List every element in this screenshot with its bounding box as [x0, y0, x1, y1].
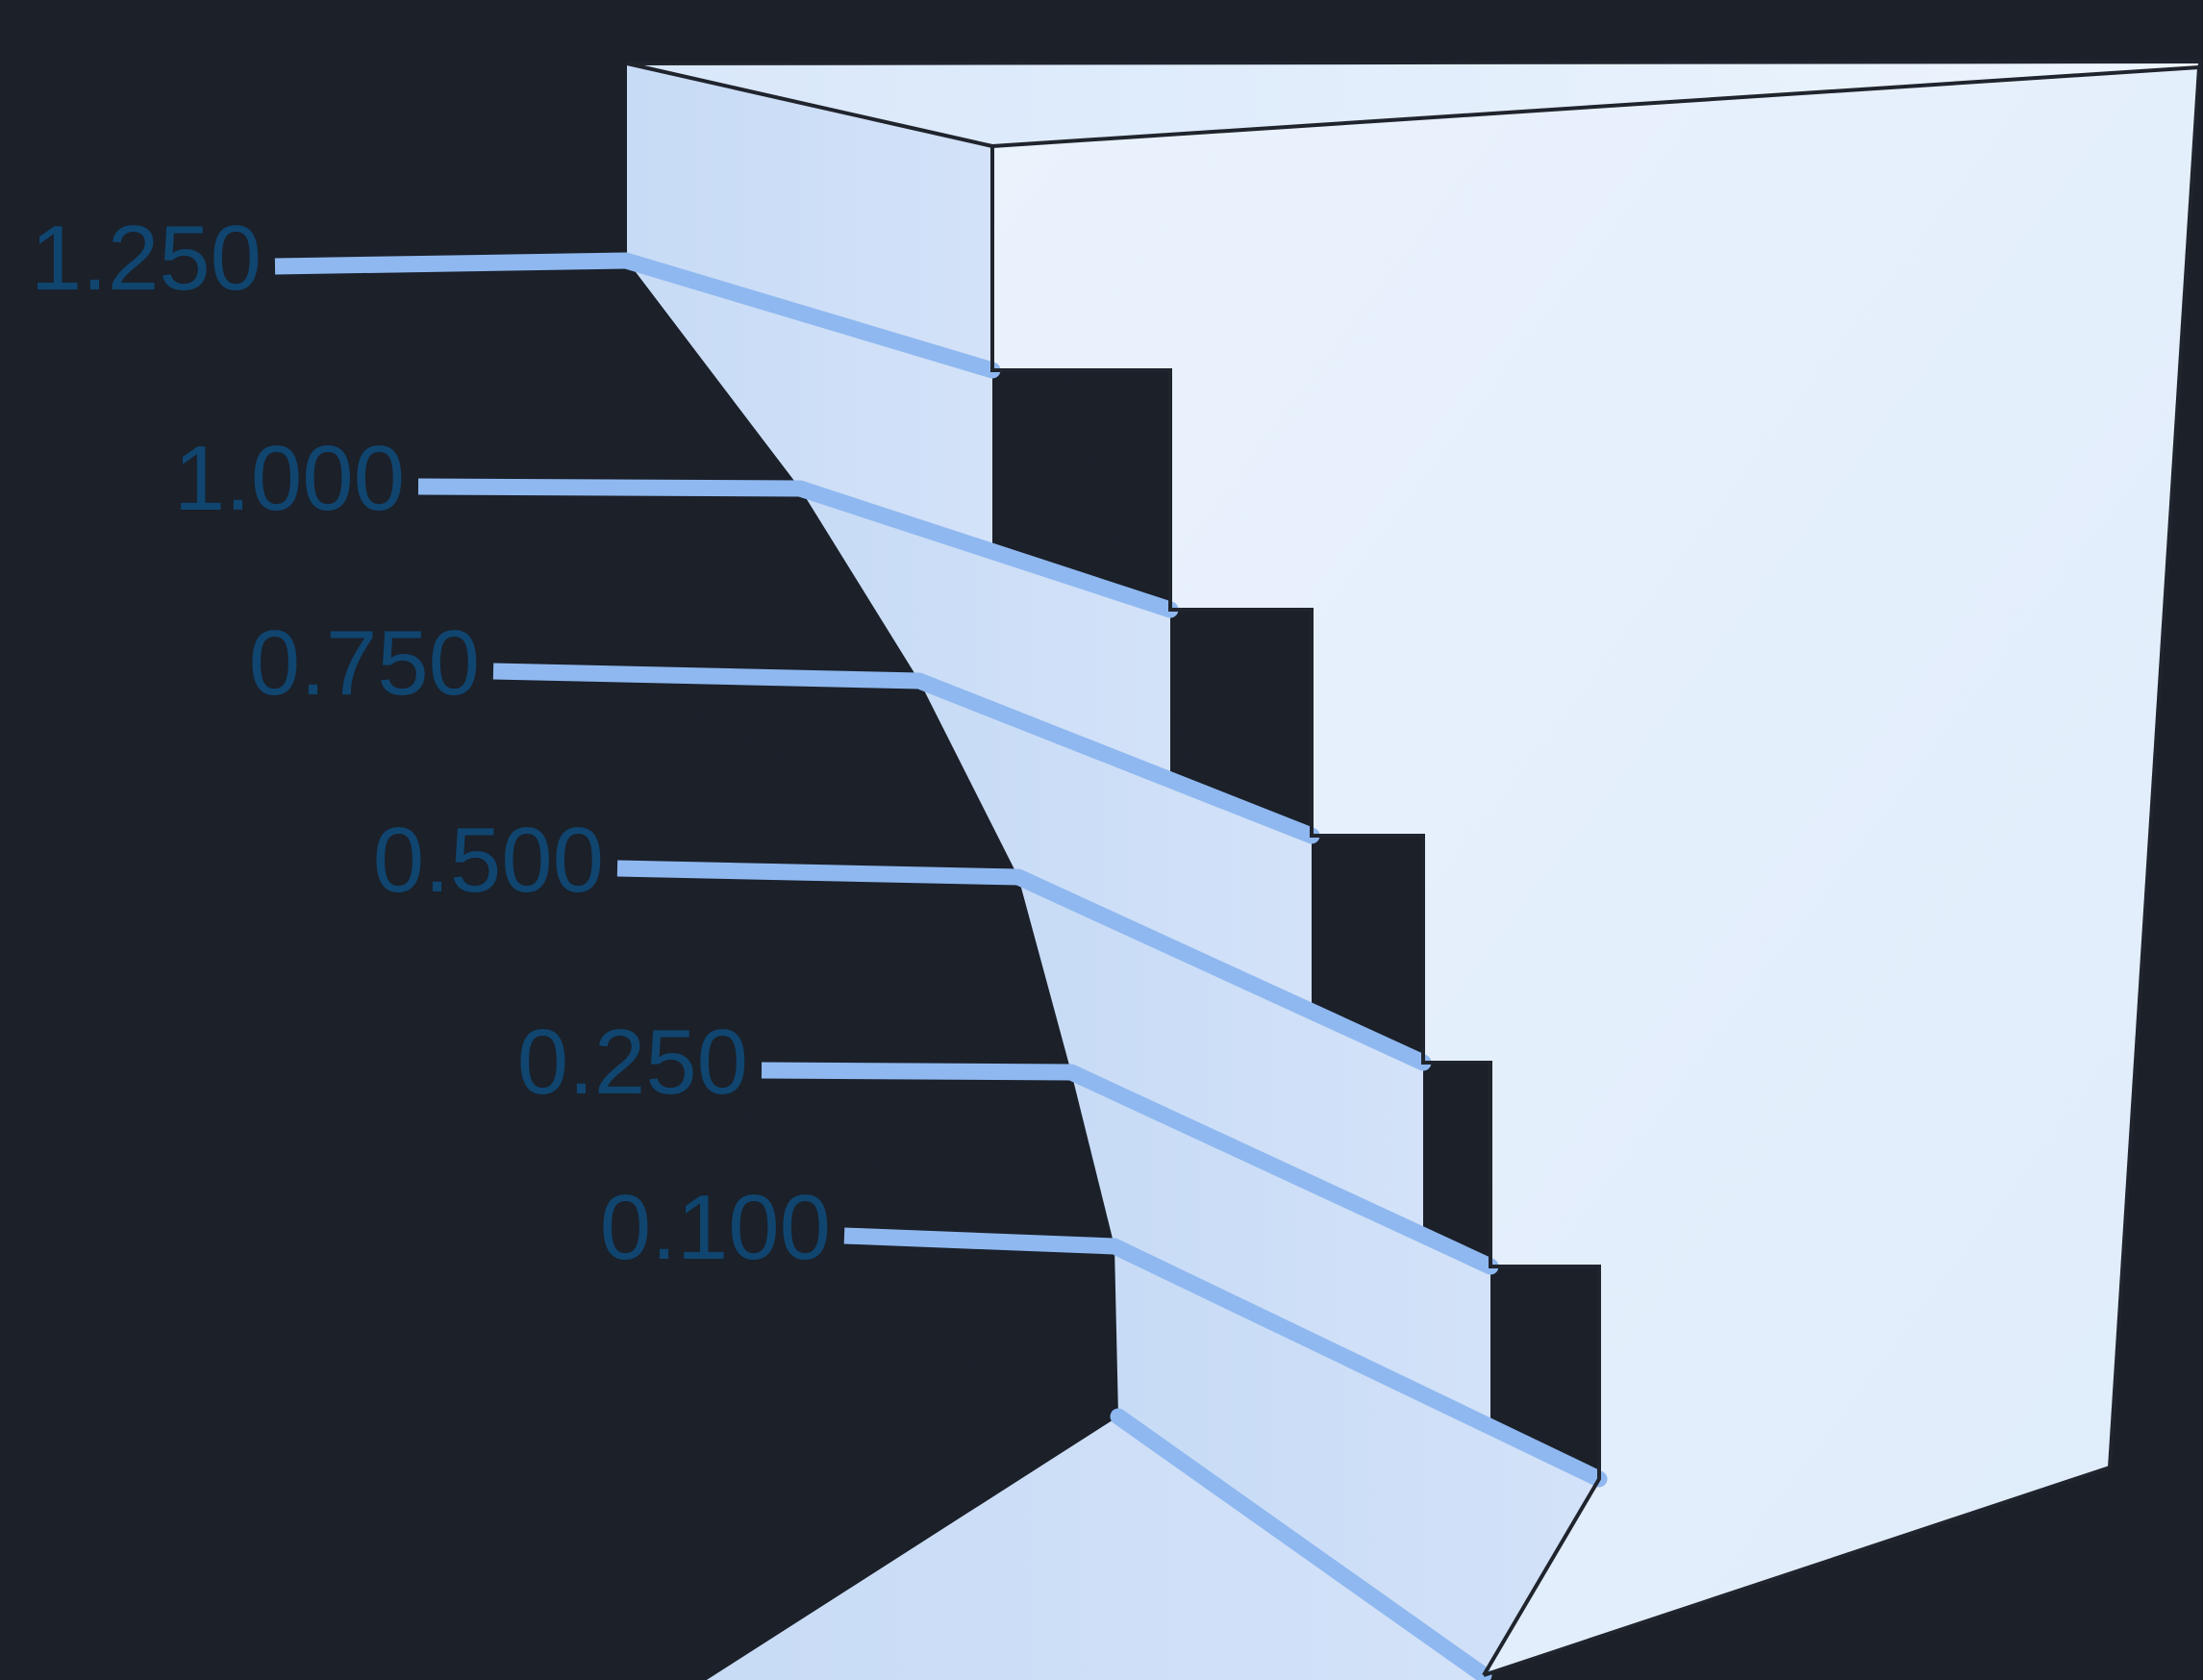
svg-text:0.250: 0.250	[517, 1011, 748, 1114]
svg-text:1.000: 1.000	[174, 427, 405, 530]
svg-text:1.250: 1.250	[31, 207, 262, 310]
svg-text:0.100: 0.100	[600, 1176, 831, 1279]
svg-text:0.500: 0.500	[373, 809, 604, 912]
svg-text:0.750: 0.750	[249, 612, 480, 715]
